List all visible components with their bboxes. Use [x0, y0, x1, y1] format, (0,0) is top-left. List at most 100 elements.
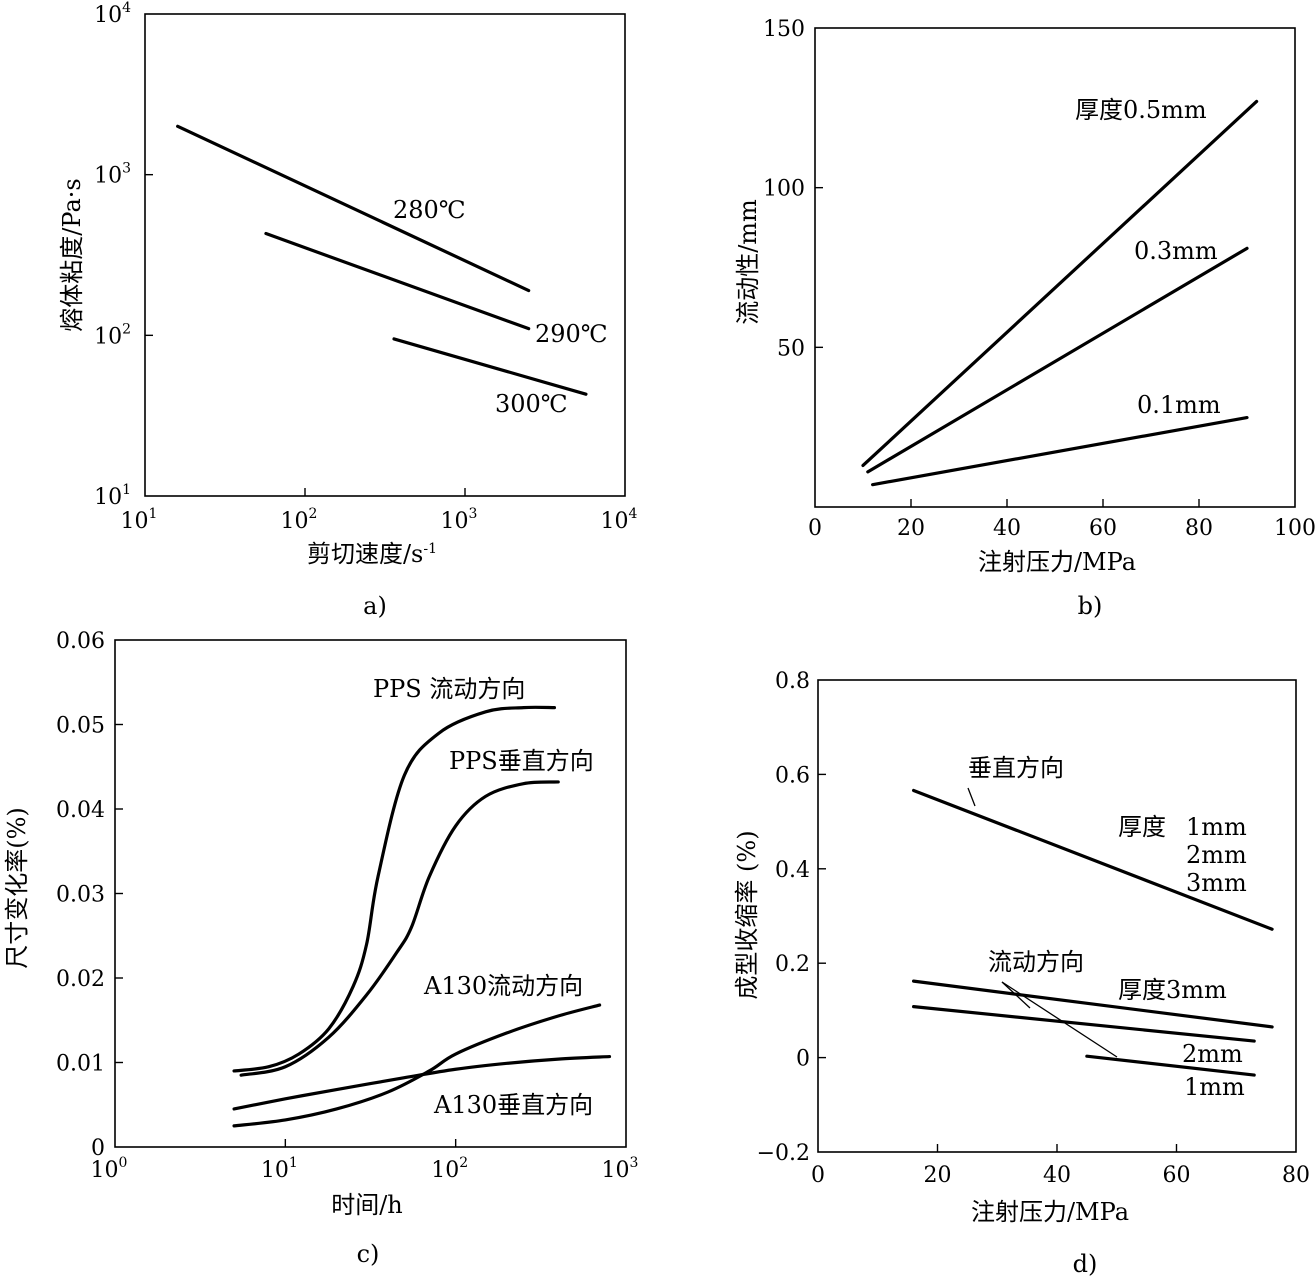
panel-c-frame — [114, 639, 627, 1148]
panel-a-xticklabel-1: 102 — [281, 506, 318, 534]
panel-d-yticklabel-3: 0.4 — [775, 858, 810, 883]
panel-b-yticklabel-2: 150 — [763, 17, 805, 42]
panel-c-yticklabel-0: 0 — [91, 1136, 105, 1161]
panel-d-yticklabel-4: 0.6 — [775, 763, 810, 788]
panel-d-series-2 — [912, 1005, 1256, 1043]
panel-d-label-3mm: 厚度3mm — [1118, 976, 1227, 1004]
panel-d-label-perp: 垂直方向 — [968, 754, 1064, 782]
panel-c-yticklabel-5: 0.05 — [56, 714, 105, 739]
panel-b-label-01: 0.1mm — [1137, 391, 1221, 419]
panel-b-yticklabel-0: 50 — [777, 336, 805, 361]
panel-c-ticks: 100 101 102 103 0 0.01 0.02 0.03 0.04 0.05 0.06 — [56, 629, 638, 1183]
panel-d: 0 20 40 60 80−0.200.20.40.60.8 垂直方向 厚度 1mm 2… — [733, 669, 1310, 1278]
panel-c-yticklabel-6: 0.06 — [56, 629, 105, 654]
panel-c-xticklabel-1: 101 — [261, 1155, 298, 1183]
panel-d-xlabel: 注射压力/MPa — [971, 1198, 1129, 1226]
panel-b-caption: b) — [1078, 592, 1103, 620]
panel-a-yticklabel-2: 103 — [94, 161, 131, 189]
panel-b-series-2 — [871, 415, 1249, 487]
panel-c-label-a130-perp: A130垂直方向 — [433, 1091, 593, 1119]
panel-b-xticklabel-4: 80 — [1185, 516, 1213, 541]
panel-c-xlabel: 时间/h — [331, 1191, 403, 1219]
panel-d-label-1mm-top: 1mm — [1186, 813, 1247, 841]
panel-a-yticklabel-1: 102 — [94, 321, 131, 349]
panel-b-xticklabel-2: 40 — [993, 516, 1021, 541]
panel-c-series-2 — [232, 1003, 602, 1128]
panel-b-xticklabel-0: 0 — [808, 516, 822, 541]
panel-a-yticklabel-3: 104 — [94, 0, 131, 28]
panel-a-xticklabel-0: 101 — [121, 506, 158, 534]
panel-d-leader-flow-1 — [1001, 981, 1118, 1058]
panel-c-yticklabel-1: 0.01 — [56, 1052, 105, 1077]
panel-a-xticklabel-2: 103 — [441, 506, 478, 534]
panel-c-series-0 — [232, 705, 557, 1073]
panel-a-label-290: 290℃ — [535, 320, 608, 348]
panel-d-xticklabel-4: 80 — [1282, 1163, 1310, 1188]
panel-b-frame — [814, 27, 1296, 508]
panel-d-label-1mm: 1mm — [1184, 1073, 1245, 1101]
panel-c-xticklabel-3: 103 — [602, 1155, 639, 1183]
panel-d-series-1 — [912, 979, 1274, 1029]
panel-c-series — [232, 705, 612, 1128]
panel-c-xticklabel-2: 102 — [431, 1155, 468, 1183]
panel-c-label-pps-flow: PPS 流动方向 — [373, 675, 525, 703]
panel-d-yticklabel-5: 0.8 — [775, 669, 810, 694]
panel-d-yticklabel-1: 0 — [796, 1047, 810, 1072]
panel-a-series-0 — [176, 124, 531, 293]
panel-a-label-280: 280℃ — [393, 196, 466, 224]
panel-b-xticklabel-5: 100 — [1274, 516, 1315, 541]
panel-c-series-3 — [232, 1054, 612, 1111]
panel-d-xticklabel-1: 20 — [924, 1163, 952, 1188]
panel-c-yticklabel-2: 0.02 — [56, 967, 105, 992]
panel-d-series-3 — [1085, 1054, 1256, 1077]
panel-c-caption: c) — [357, 1240, 380, 1268]
panel-b-ylabel: 流动性/mm — [734, 199, 762, 325]
panel-b-series-1 — [866, 246, 1249, 474]
panel-d-yticklabel-2: 0.2 — [775, 952, 810, 977]
panel-a-ylabel: 熔体粘度/Pa·s — [58, 178, 86, 331]
panel-d-xticklabel-3: 60 — [1163, 1163, 1191, 1188]
panel-d-caption: d) — [1073, 1250, 1098, 1278]
panel-a-label-300: 300℃ — [495, 390, 568, 418]
panel-b: 0 20 40 60 80 100 50 100 150 厚度0.5mm 0.3mm 0.1mm… — [734, 17, 1315, 620]
panel-d-series — [912, 788, 1274, 1077]
panel-b-label-03: 0.3mm — [1134, 237, 1218, 265]
panel-b-ticks: 0 20 40 60 80 100 50 100 150 — [763, 17, 1315, 541]
panel-c-label-pps-perp: PPS垂直方向 — [449, 747, 594, 775]
panel-b-xticklabel-3: 60 — [1089, 516, 1117, 541]
panel-a-xlabel: 剪切速度/s-1 — [307, 540, 437, 568]
panel-c-series-1 — [239, 780, 560, 1077]
panel-c-label-a130-flow: A130流动方向 — [423, 972, 583, 1000]
panel-b-label-05: 厚度0.5mm — [1075, 96, 1207, 124]
panel-b-series-0 — [861, 99, 1259, 468]
panel-a-xticklabel-3: 104 — [601, 506, 638, 534]
panel-d-label-3mm-top: 3mm — [1186, 869, 1247, 897]
panel-a-ticks: 101 102 103 104 101 102 103 104 — [94, 0, 637, 534]
panel-c-ylabel: 尺寸变化率(%) — [3, 807, 31, 969]
panel-d-label-thick: 厚度 — [1118, 813, 1166, 841]
panel-d-leader-perp — [967, 787, 976, 807]
panel-a-series-2 — [392, 337, 588, 396]
panel-b-yticklabel-1: 100 — [763, 177, 805, 202]
panel-a-series — [176, 124, 588, 396]
panel-d-ylabel: 成型收缩率 (%) — [733, 830, 761, 999]
panel-d-series-0 — [912, 788, 1274, 931]
panel-b-series — [861, 99, 1259, 487]
panel-d-xticklabel-0: 0 — [811, 1163, 825, 1188]
panel-c: 100 101 102 103 0 0.01 0.02 0.03 0.04 0.05 0.06 PP… — [3, 629, 638, 1268]
panel-d-xticklabel-2: 40 — [1043, 1163, 1071, 1188]
panel-c-yticklabel-3: 0.03 — [56, 883, 105, 908]
panel-d-leader-flow-2 — [1001, 981, 1031, 1009]
panel-d-yticklabel-0: −0.2 — [757, 1141, 810, 1166]
panel-a-caption: a) — [363, 592, 387, 620]
panel-a-series-1 — [264, 231, 531, 331]
panel-c-yticklabel-4: 0.04 — [56, 798, 105, 823]
panel-a-frame — [144, 13, 626, 497]
panel-b-xticklabel-1: 20 — [897, 516, 925, 541]
panel-d-label-2mm-top: 2mm — [1186, 841, 1247, 869]
panel-b-xlabel: 注射压力/MPa — [978, 548, 1136, 576]
panel-d-ticks: 0 20 40 60 80−0.200.20.40.60.8 — [757, 669, 1310, 1188]
panel-d-label-2mm: 2mm — [1182, 1040, 1243, 1068]
panel-a-yticklabel-0: 101 — [94, 482, 131, 510]
